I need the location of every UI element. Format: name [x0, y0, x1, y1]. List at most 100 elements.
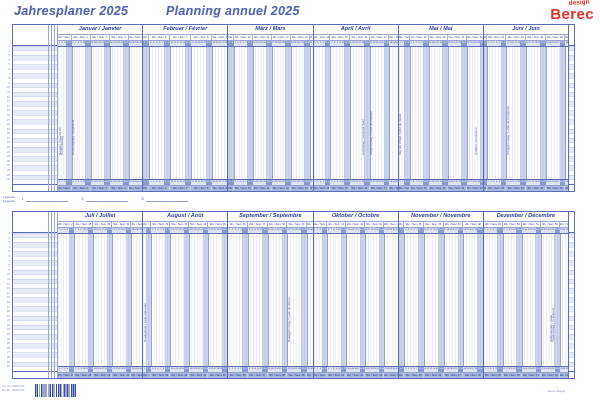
day-cell: 27 — [221, 181, 224, 184]
weekend-stripe — [68, 47, 72, 180]
day-cell: 22 — [541, 368, 544, 371]
day-cell: 5 — [410, 368, 412, 371]
day-cell: 9 — [421, 42, 423, 45]
day-cell: 10 — [170, 42, 173, 45]
day-cell: 13 — [90, 181, 94, 184]
legend-blank-line — [145, 196, 188, 202]
day-cell: 1 — [484, 229, 486, 232]
day-cell: 9 — [336, 229, 338, 232]
day-cell: 2 — [231, 368, 234, 371]
week-boundary-line — [506, 47, 507, 180]
holiday-annotation: Auffahrt / Ascension — [475, 127, 479, 156]
day-cell: 11 — [340, 367, 344, 373]
day-cell: 19 — [197, 42, 200, 45]
day-cell: 23 — [460, 367, 464, 373]
day-cell: 13 — [346, 368, 349, 371]
day-cell: 5 — [495, 181, 498, 184]
day-cell: 25 — [296, 368, 299, 371]
day-numbers-footer: 1 2 3 4 5 6 7 8 9 10 11 12 13 14 15 16 17 18 19 20 21 22 23 24 2… — [58, 366, 143, 373]
day-cell: 23 — [375, 42, 379, 45]
day-cell: 26 — [218, 42, 221, 45]
day-cell: 29 — [134, 42, 137, 45]
row-number: 12 — [6, 281, 10, 286]
day-cell: 11 — [341, 181, 345, 184]
day-cell: 23 — [209, 180, 213, 186]
day-cell: 25 — [378, 367, 382, 373]
day-cell: 24 — [546, 368, 549, 371]
day-cell: 21 — [112, 42, 115, 45]
row-number: 24 — [6, 336, 10, 341]
day-cell: 10 — [423, 41, 426, 47]
day-cell: 25 — [466, 229, 469, 232]
day-cell: 14 — [519, 367, 522, 373]
weekend-stripe — [364, 47, 367, 180]
day-cell: 28 — [557, 367, 560, 373]
day-cell: 14 — [178, 229, 182, 232]
day-cell: 27 — [469, 42, 472, 45]
day-cell: 4 — [66, 229, 69, 232]
day-cell: 30 — [222, 228, 225, 234]
day-cell: 27 — [384, 229, 387, 232]
day-cell: 13 — [262, 228, 265, 234]
day-cell: 17 — [273, 368, 276, 371]
weekend-stripe — [164, 234, 168, 367]
week-segment: Wo. / Sem. 1 — [58, 186, 72, 192]
row-number: 3 — [8, 53, 10, 58]
day-numbers-header: 1 2 3 4 5 6 7 8 9 10 11 12 13 14 15 16 17 18 19 20 21 22 23 24 2… — [143, 41, 228, 48]
day-cell: 21 — [368, 368, 371, 371]
day-cell: 18 — [276, 229, 279, 232]
week-segment: Wo. / Sem. 19 — [410, 186, 429, 192]
row-number: 1 — [8, 44, 10, 48]
day-cell: 9 — [167, 41, 171, 47]
row-number: 30 — [6, 177, 10, 182]
day-cell: 12 — [176, 42, 179, 45]
week-segment: Wo. / Sem. 14 — [313, 34, 331, 41]
day-cell: 14 — [93, 181, 96, 184]
week-segment: Wo. / Sem. 5 — [143, 34, 150, 41]
week-segment: Wo. / Sem. 44 — [398, 373, 405, 379]
day-cell: 2 — [316, 229, 319, 232]
narrow-column-header — [49, 25, 51, 46]
day-cell: 23 — [373, 229, 376, 232]
day-cell: 5 — [239, 42, 242, 45]
day-cell: 24 — [378, 42, 381, 45]
day-cell: 10 — [167, 228, 171, 234]
row-number: 30 — [6, 364, 10, 369]
week-segment: Wo. / Sem. 28 — [74, 221, 94, 228]
day-cell: 24 — [463, 229, 466, 232]
weekend-stripe — [442, 47, 445, 180]
row-number: 3 — [8, 240, 10, 245]
weekend-stripe — [250, 47, 253, 180]
day-cell: 28 — [301, 42, 305, 45]
day-cell: 13 — [346, 229, 349, 232]
week-segment: Wo. / Sem. 39 — [287, 221, 307, 228]
day-cell: 16 — [439, 181, 443, 184]
day-cell: 20 — [281, 367, 285, 373]
day-cell: 16 — [269, 180, 272, 186]
day-cell: 30 — [307, 180, 310, 186]
day-cell: 11 — [255, 181, 259, 184]
day-cell: 7 — [331, 42, 333, 45]
calendar-table: Juli / Juillet Wo. / Sem. 27 Wo. / Sem. 28… — [12, 211, 575, 379]
week-segment: Wo. / Sem. 23 — [487, 186, 507, 192]
day-cell: 1 — [143, 41, 147, 47]
week-boundary-line — [327, 234, 328, 367]
day-cell: 26 — [125, 228, 129, 234]
day-cell: 23 — [543, 229, 547, 232]
week-segment: Wo. / Sem. 5 — [128, 35, 143, 39]
day-cell: 27 — [472, 229, 475, 232]
day-cell: 3 — [234, 229, 236, 232]
legend-row: Legende: Légende: 1 2 3 — [3, 195, 202, 209]
day-cell: 29 — [560, 368, 563, 371]
day-cell: 8 — [162, 368, 165, 371]
day-cell: 20 — [194, 368, 198, 371]
day-cell: 6 — [497, 228, 501, 234]
weekend-stripe — [406, 47, 410, 180]
day-cell: 4 — [321, 367, 325, 373]
week-boundary-line — [74, 234, 75, 367]
day-cell: 25 — [293, 42, 297, 45]
week-boundary-line — [540, 234, 542, 367]
day-cell: 25 — [463, 180, 467, 186]
